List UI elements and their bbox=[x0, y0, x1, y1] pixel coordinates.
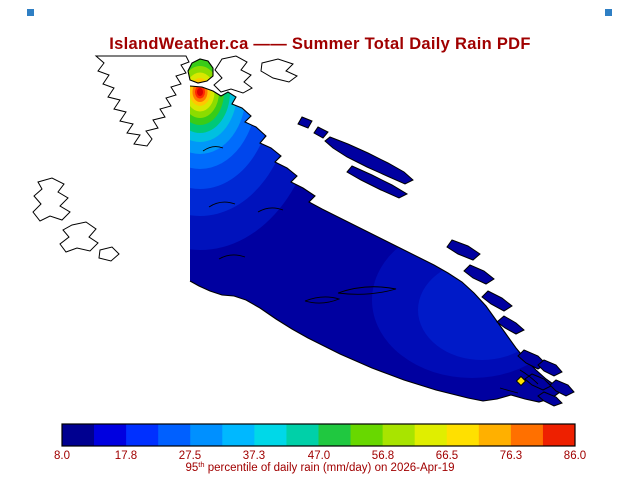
colorbar-cell bbox=[318, 424, 351, 446]
colorbar-cell bbox=[190, 424, 223, 446]
colorbar-cell bbox=[94, 424, 127, 446]
colorbar: 8.0 17.8 27.5 37.3 47.0 56.8 66.5 76.3 8… bbox=[54, 423, 586, 462]
caption-prefix: 95 bbox=[186, 462, 199, 474]
colorbar-cell bbox=[478, 424, 512, 446]
colorbar-tick-label: 17.8 bbox=[115, 450, 137, 462]
colorbar-cell bbox=[254, 424, 287, 446]
colorbar-tick-label: 27.5 bbox=[179, 450, 201, 462]
colorbar-cell bbox=[510, 424, 544, 446]
colorbar-border bbox=[61, 423, 576, 447]
colorbar-cell bbox=[126, 424, 159, 446]
caption-superscript: th bbox=[198, 460, 204, 469]
colorbar-tick-labels: 8.0 17.8 27.5 37.3 47.0 56.8 66.5 76.3 8… bbox=[54, 450, 586, 462]
colorbar-cell bbox=[350, 424, 384, 446]
colorbar-cell bbox=[62, 424, 95, 446]
offshore-islands bbox=[297, 116, 575, 407]
colorbar-tick-label: 76.3 bbox=[500, 450, 522, 462]
colorbar-cell bbox=[446, 424, 480, 446]
colorbar-scale bbox=[62, 424, 576, 446]
corner-mark-right bbox=[605, 9, 612, 16]
colorbar-tick-label: 8.0 bbox=[54, 450, 70, 462]
colorbar-tick-label: 37.3 bbox=[243, 450, 265, 462]
corner-mark-left bbox=[27, 9, 34, 16]
mainland-coastline bbox=[32, 55, 298, 262]
caption-rest: percentile of daily rain (mm/day) on 202… bbox=[205, 462, 455, 474]
figure-title: IslandWeather.ca —— Summer Total Daily R… bbox=[109, 35, 531, 53]
colorbar-cell bbox=[222, 424, 255, 446]
colorbar-cell bbox=[382, 424, 416, 446]
colorbar-cell bbox=[414, 424, 448, 446]
colorbar-tick-label: 86.0 bbox=[564, 450, 586, 462]
map bbox=[32, 55, 575, 407]
colorbar-tick-label: 47.0 bbox=[308, 450, 330, 462]
colorbar-cell bbox=[542, 424, 576, 446]
caption: 95th percentile of daily rain (mm/day) o… bbox=[186, 460, 455, 474]
colorbar-tick-label: 66.5 bbox=[436, 450, 458, 462]
inland-water-details bbox=[202, 146, 539, 394]
colorbar-cell bbox=[158, 424, 191, 446]
colorbar-cell bbox=[286, 424, 319, 446]
colorbar-tick-label: 56.8 bbox=[372, 450, 394, 462]
station-marker-diamond bbox=[515, 375, 527, 387]
